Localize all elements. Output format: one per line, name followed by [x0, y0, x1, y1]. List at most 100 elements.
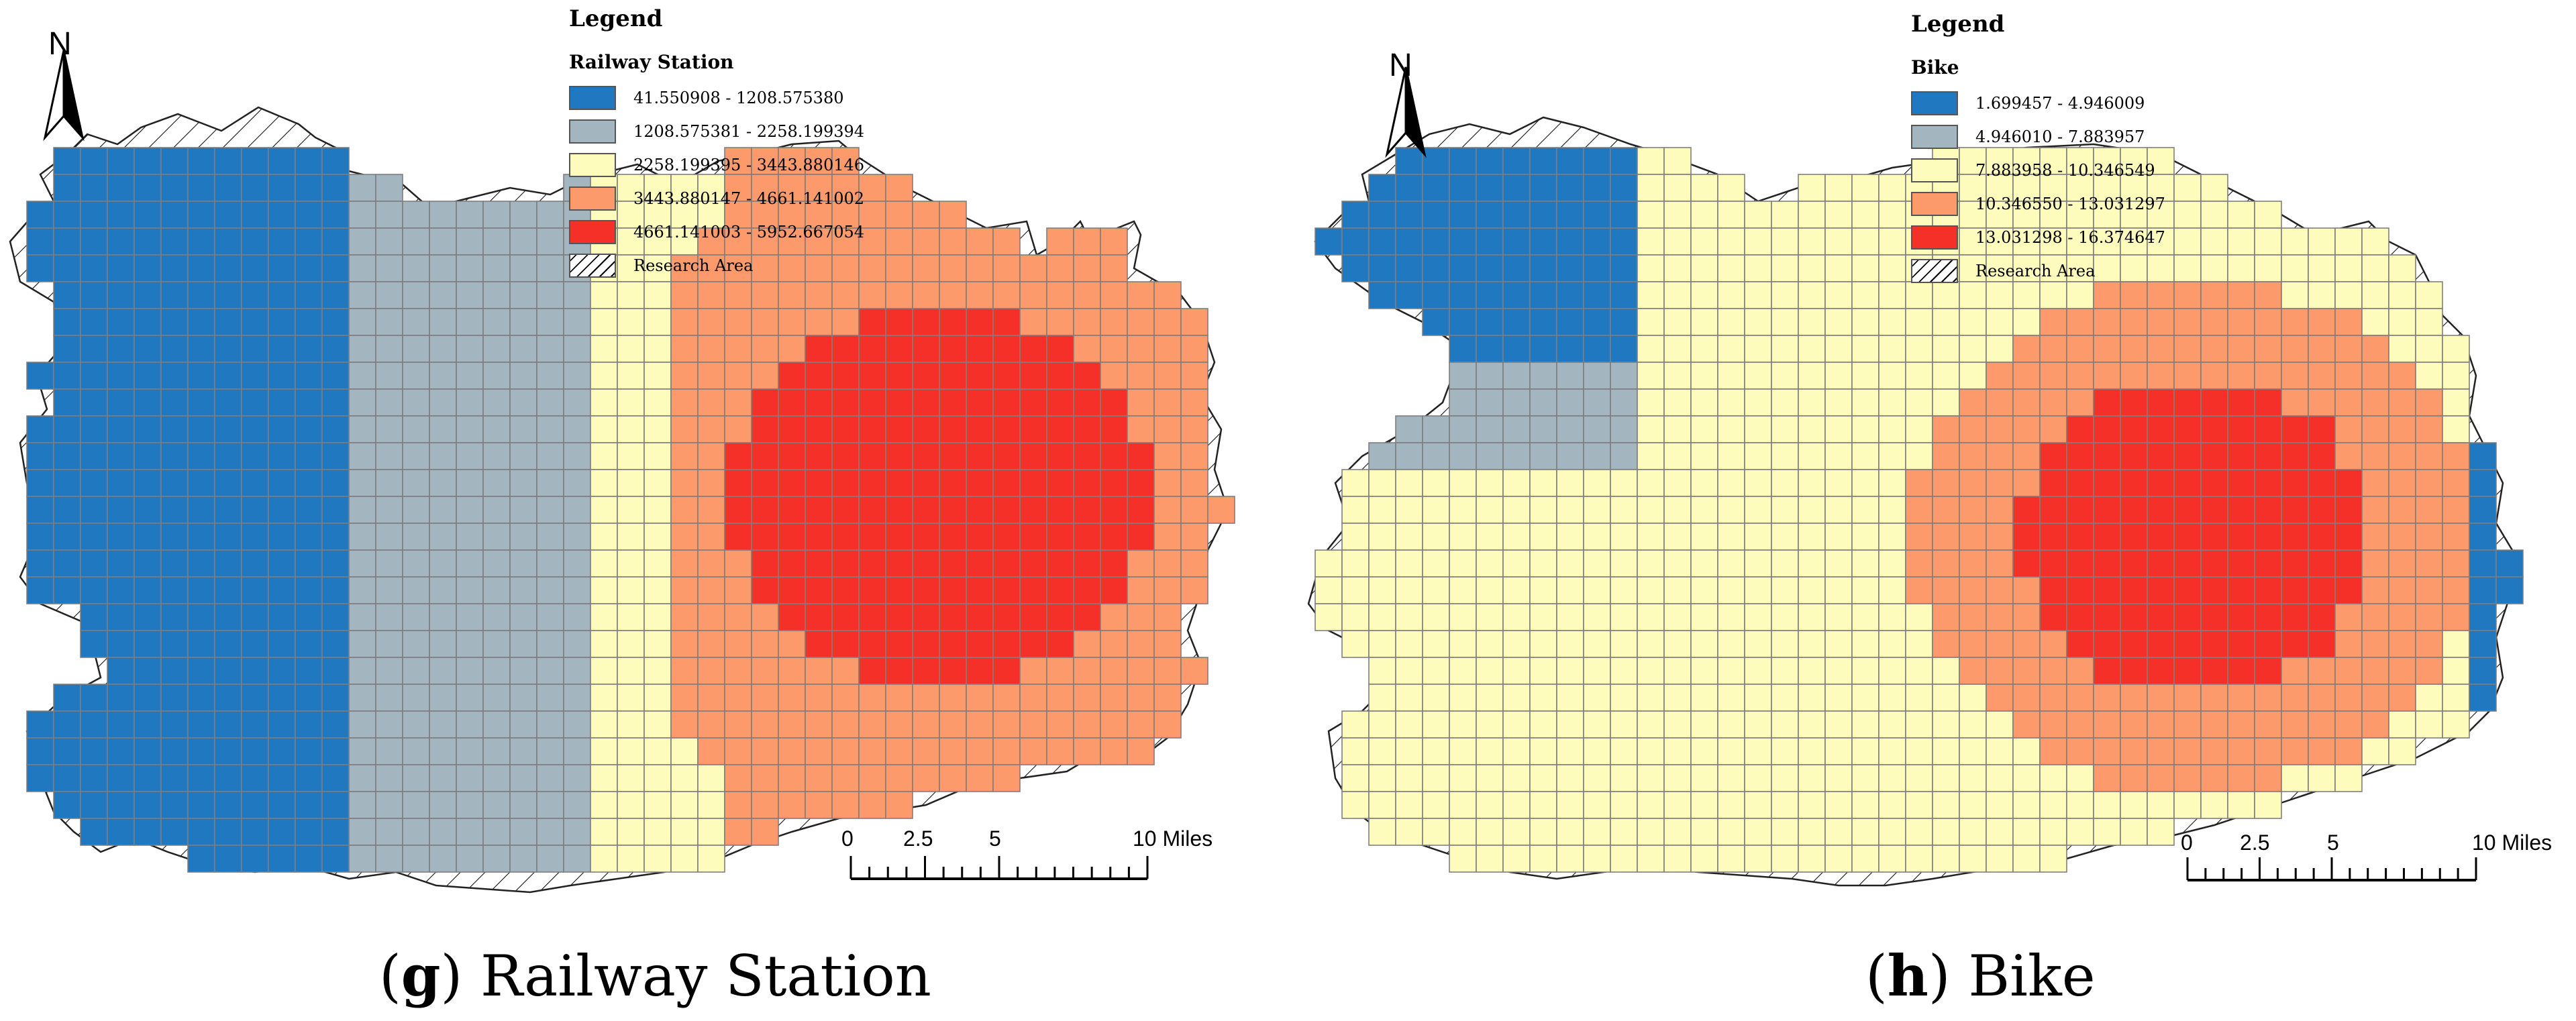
grid-cell	[885, 523, 913, 551]
grid-cell	[160, 657, 189, 685]
grid-cell	[1744, 254, 1772, 282]
grid-cell	[26, 227, 54, 256]
grid-cell	[187, 630, 215, 658]
grid-cell	[1046, 657, 1074, 685]
grid-cell	[1878, 201, 1906, 229]
grid-cell	[80, 442, 108, 470]
grid-cell	[1610, 227, 1638, 256]
grid-cell	[2147, 335, 2175, 363]
grid-cell	[1878, 388, 1906, 417]
grid-cell	[1717, 362, 1745, 390]
grid-cell	[670, 791, 699, 819]
grid-cell	[966, 684, 994, 712]
grid-cell	[1180, 469, 1208, 497]
grid-cell	[1529, 388, 1557, 417]
grid-cell	[1449, 469, 1477, 497]
grid-cell	[1127, 630, 1155, 658]
grid-cell	[1180, 496, 1208, 524]
grid-cell	[402, 227, 430, 256]
grid-cell	[241, 818, 269, 846]
grid-cell	[670, 388, 699, 417]
grid-cell	[2308, 576, 2336, 604]
grid-cell	[1959, 147, 1987, 175]
grid-cell	[724, 308, 752, 336]
grid-cell	[1395, 174, 1423, 202]
grid-cell	[2442, 523, 2470, 551]
grid-cell	[563, 630, 591, 658]
grid-cell	[1717, 845, 1745, 873]
grid-cell	[2442, 362, 2470, 390]
grid-cell	[2442, 549, 2470, 578]
grid-cell	[1798, 442, 1826, 470]
grid-cell	[2012, 442, 2041, 470]
grid-cell	[2308, 254, 2336, 282]
grid-cell	[724, 335, 752, 363]
grid-cell	[2415, 549, 2443, 578]
grid-cell	[375, 227, 403, 256]
grid-cell	[1905, 523, 1933, 551]
grid-cell	[1127, 684, 1155, 712]
grid-cell	[1395, 281, 1423, 309]
grid-cell	[536, 818, 564, 846]
grid-cell	[1341, 791, 1370, 819]
grid-cell	[2281, 630, 2309, 658]
grid-cell	[2120, 201, 2148, 229]
grid-cell	[214, 308, 242, 336]
grid-cell	[1368, 576, 1396, 604]
grid-cell	[295, 308, 323, 336]
grid-cell	[2227, 791, 2255, 819]
grid-cell	[53, 496, 81, 524]
grid-cell	[1771, 469, 1799, 497]
grid-cell	[1771, 549, 1799, 578]
grid-cell	[375, 549, 403, 578]
grid-cell	[1663, 147, 1692, 175]
grid-cell	[1717, 603, 1745, 631]
grid-cell	[2200, 281, 2228, 309]
grid-cell	[1851, 549, 1879, 578]
grid-cell	[2334, 442, 2363, 470]
grid-cell	[2442, 415, 2470, 443]
grid-cell	[751, 201, 779, 229]
grid-cell	[456, 523, 484, 551]
grid-cell	[966, 576, 994, 604]
grid-cell	[1395, 791, 1423, 819]
grid-cell	[2281, 415, 2309, 443]
grid-cell	[321, 415, 350, 443]
grid-cell	[724, 818, 752, 846]
grid-cell	[563, 362, 591, 390]
grid-cell	[2066, 442, 2094, 470]
grid-cell	[590, 576, 618, 604]
grid-cell	[1502, 657, 1531, 685]
grid-cell	[1556, 764, 1584, 792]
grid-cell	[1583, 335, 1611, 363]
grid-cell	[241, 576, 269, 604]
grid-cell	[885, 737, 913, 765]
grid-cell	[1502, 523, 1531, 551]
grid-cell	[187, 281, 215, 309]
grid-cell	[187, 388, 215, 417]
grid-cell	[1771, 657, 1799, 685]
grid-cell	[751, 684, 779, 712]
grid-cell	[1153, 710, 1182, 739]
grid-cell	[2173, 281, 2202, 309]
grid-cell	[617, 630, 645, 658]
grid-cell	[992, 657, 1021, 685]
grid-cell	[80, 630, 108, 658]
grid-cell	[2308, 684, 2336, 712]
grid-cell	[1502, 791, 1531, 819]
grid-cell	[268, 281, 296, 309]
grid-cell	[1315, 549, 1343, 578]
grid-cell	[2012, 201, 2041, 229]
grid-cell	[858, 549, 886, 578]
grid-cell	[456, 308, 484, 336]
grid-cell	[2066, 254, 2094, 282]
grid-cell	[456, 764, 484, 792]
grid-cell	[2120, 710, 2148, 739]
grid-cell	[402, 308, 430, 336]
grid-cell	[2066, 818, 2094, 846]
grid-cell	[885, 469, 913, 497]
grid-cell	[1878, 281, 1906, 309]
grid-cell	[2469, 469, 2497, 497]
grid-cell	[1986, 791, 2014, 819]
grid-cell	[1905, 791, 1933, 819]
